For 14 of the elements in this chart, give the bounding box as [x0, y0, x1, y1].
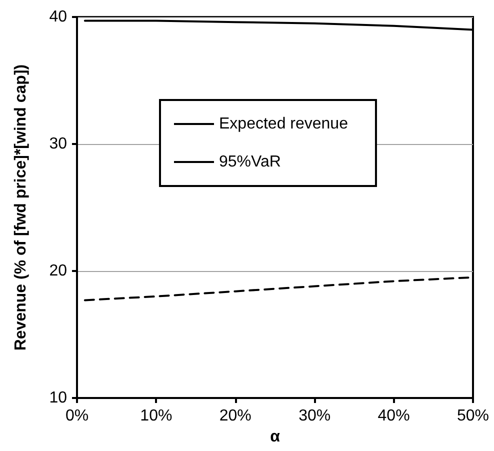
y-tick-label: 40 [49, 8, 68, 26]
legend-label: 95%VaR [219, 154, 281, 170]
x-tick-label: 20% [219, 408, 252, 424]
y-tick-label: 30 [49, 136, 68, 152]
y-tick-label: 10 [49, 390, 68, 406]
y-tick-label: 20 [49, 262, 68, 280]
x-tick-label: 40% [378, 408, 410, 424]
x-tick-label: 50% [456, 408, 490, 424]
x-tick-label: 30% [298, 408, 331, 424]
y-axis-title: Revenue (% of [fwd price]*[wind cap]) [12, 64, 30, 351]
x-tick-label: 0% [65, 408, 89, 424]
legend-label: Expected revenue [219, 116, 348, 132]
x-axis-title: α [270, 428, 280, 446]
x-tick-label: 10% [140, 408, 172, 424]
